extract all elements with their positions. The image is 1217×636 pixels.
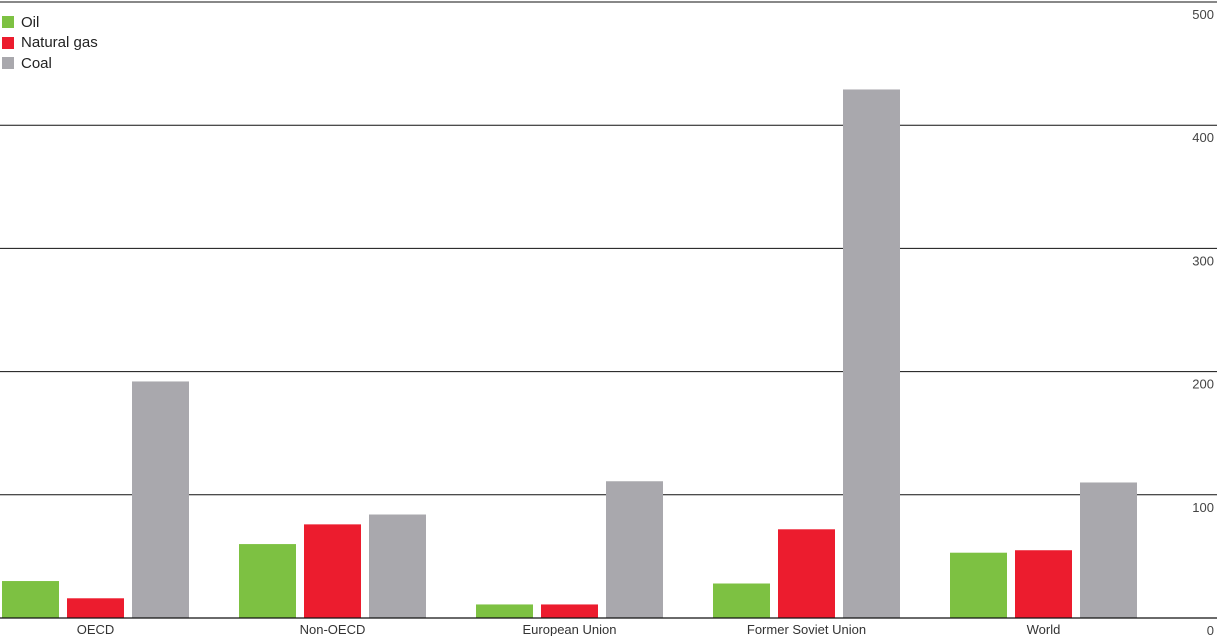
bar-oil xyxy=(713,583,770,618)
legend-item-coal: Coal xyxy=(2,53,98,74)
x-tick-label: World xyxy=(1027,622,1061,636)
bar-natural-gas xyxy=(1015,550,1072,618)
legend-label-natural-gas: Natural gas xyxy=(21,34,98,52)
bar-natural-gas xyxy=(541,604,598,618)
y-tick-label: 400 xyxy=(1192,130,1214,145)
legend-swatch-natural-gas xyxy=(2,36,14,49)
bar-coal xyxy=(1080,482,1137,618)
bar-natural-gas xyxy=(304,524,361,618)
bar-coal xyxy=(369,514,426,618)
legend-swatch-coal xyxy=(2,57,14,70)
x-tick-label: European Union xyxy=(523,622,617,636)
bar-oil xyxy=(239,544,296,618)
legend-label-oil: Oil xyxy=(21,13,40,31)
y-tick-label: 300 xyxy=(1192,253,1214,268)
y-tick-label: 200 xyxy=(1192,377,1214,392)
legend-item-oil: Oil xyxy=(2,12,98,33)
x-tick-label: Non-OECD xyxy=(300,622,366,636)
legend-swatch-oil xyxy=(2,16,14,29)
bar-natural-gas xyxy=(67,598,124,618)
y-tick-label: 500 xyxy=(1192,7,1214,22)
y-tick-label: 100 xyxy=(1192,500,1214,515)
legend-label-coal: Coal xyxy=(21,54,52,72)
bar-coal xyxy=(132,381,189,618)
bar-oil xyxy=(2,581,59,618)
legend: Oil Natural gas Coal xyxy=(2,12,98,74)
bar-coal xyxy=(843,89,900,619)
x-tick-label: OECD xyxy=(77,622,115,636)
bar-coal xyxy=(606,481,663,618)
legend-item-natural-gas: Natural gas xyxy=(2,33,98,54)
bar-oil xyxy=(476,604,533,618)
bar-natural-gas xyxy=(778,529,835,618)
x-tick-label: Former Soviet Union xyxy=(747,622,866,636)
bar-oil xyxy=(950,552,1007,618)
y-tick-label: 0 xyxy=(1207,623,1214,636)
